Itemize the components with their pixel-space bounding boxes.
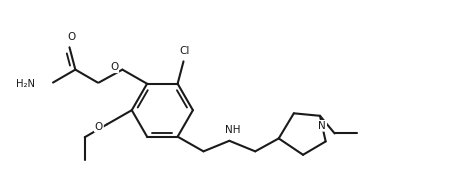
Text: Cl: Cl — [179, 46, 189, 56]
Text: NH: NH — [225, 125, 241, 135]
Text: O: O — [110, 62, 118, 72]
Text: N: N — [318, 121, 326, 131]
Text: H₂N: H₂N — [16, 79, 35, 89]
Text: O: O — [95, 122, 103, 132]
Text: O: O — [67, 32, 75, 42]
